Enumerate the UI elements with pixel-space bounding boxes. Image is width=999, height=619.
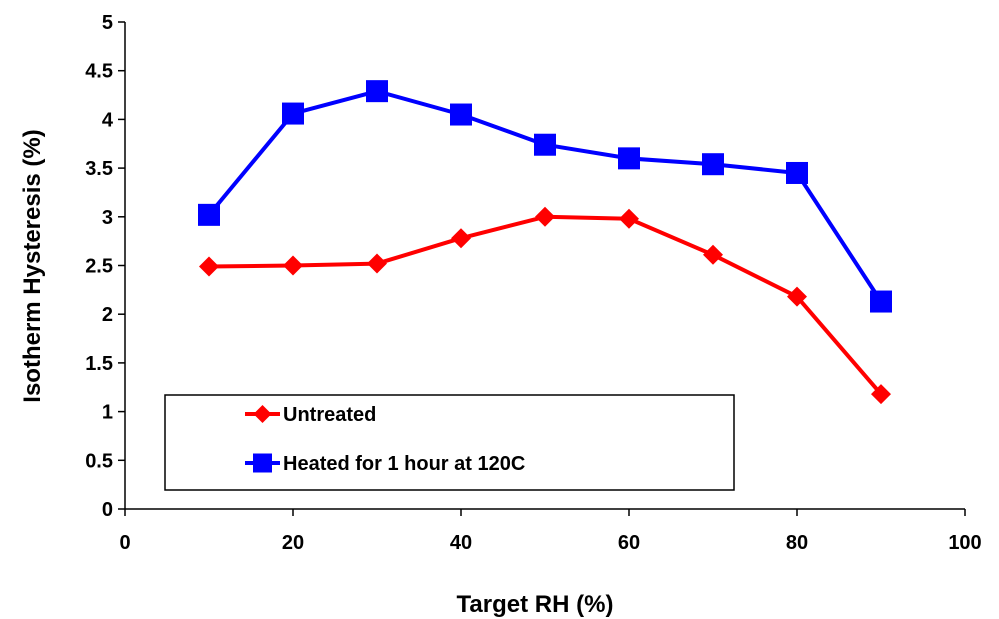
tick-labels: 0 0.5 1 1.5 2 2.5 3 3.5 4 4.5 5 0 20 40 60 80 100: [85, 12, 982, 554]
data-point-untreated: [619, 208, 639, 229]
data-point-untreated: [787, 286, 807, 307]
data-point-untreated: [451, 228, 471, 249]
y-tick-label: 0: [102, 499, 113, 521]
y-axis-title: Isotherm Hysteresis (%): [19, 129, 46, 402]
x-tick-label: 80: [786, 532, 808, 554]
x-tick-label: 0: [119, 532, 130, 554]
y-tick-label: 1: [102, 402, 113, 424]
data-point-untreated: [283, 255, 303, 276]
y-tick-label: 2: [102, 304, 113, 326]
data-point-untreated: [199, 256, 219, 277]
y-tick-label: 2.5: [85, 256, 113, 278]
y-tick-label: 3.5: [85, 158, 113, 180]
legend-entry-untreated: Untreated: [245, 404, 376, 426]
x-tick-label: 100: [948, 532, 981, 554]
y-tick-label: 5: [102, 12, 113, 34]
data-point-heated: [870, 290, 892, 313]
y-tick-label: 1.5: [85, 353, 113, 375]
legend-label-heated: Heated for 1 hour at 120C: [283, 453, 525, 475]
x-axis-title: Target RH (%): [457, 591, 614, 618]
legend: Untreated Heated for 1 hour at 120C: [164, 394, 735, 491]
legend-marker-heated: [253, 453, 272, 473]
y-tick-label: 0.5: [85, 450, 113, 472]
y-tick-label: 3: [102, 207, 113, 229]
series-line-heated: [207, 89, 883, 303]
data-point-heated: [786, 161, 808, 184]
legend-label-untreated: Untreated: [283, 404, 376, 426]
data-point-heated: [702, 153, 724, 176]
data-point-heated: [282, 102, 304, 125]
series-line-untreated: [208, 214, 883, 396]
data-point-heated: [198, 203, 220, 226]
legend-box: [164, 394, 735, 491]
data-point-untreated: [871, 384, 891, 405]
legend-entry-heated: Heated for 1 hour at 120C: [245, 453, 525, 475]
data-point-untreated: [367, 253, 387, 274]
y-tick-label: 4.5: [85, 61, 113, 83]
axes: [118, 21, 966, 516]
series-layer: [198, 80, 892, 405]
data-point-heated: [366, 80, 388, 103]
data-point-untreated: [535, 206, 555, 227]
y-tick-label: 4: [102, 109, 114, 131]
x-tick-label: 20: [282, 532, 304, 554]
data-point-untreated: [703, 244, 723, 265]
x-tick-label: 60: [618, 532, 640, 554]
data-point-heated: [618, 147, 640, 170]
x-tick-label: 40: [450, 532, 472, 554]
data-point-heated: [534, 133, 556, 156]
data-point-heated: [450, 103, 472, 126]
legend-marker-untreated: [253, 405, 272, 423]
